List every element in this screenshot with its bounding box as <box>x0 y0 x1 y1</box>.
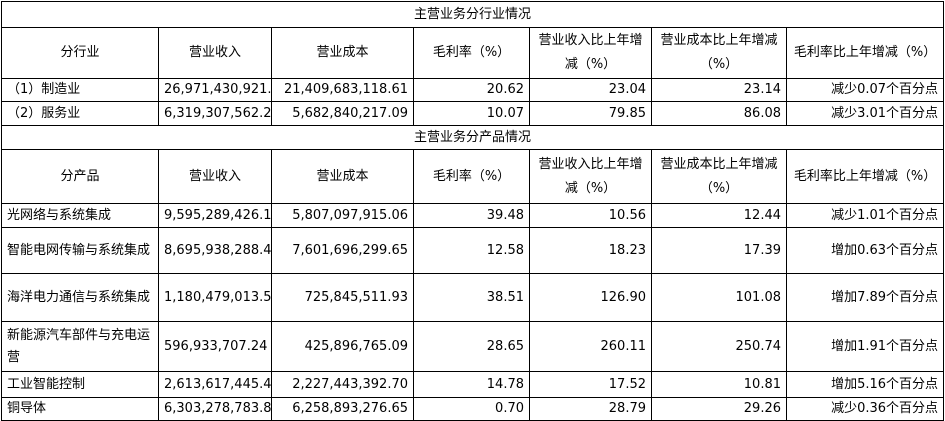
column-header: 分行业 <box>1 27 159 79</box>
cell: 17.39 <box>651 227 787 274</box>
cell: 2,613,617,445.49 <box>158 371 272 398</box>
cell: 减少0.36个百分点 <box>785 397 945 421</box>
table-row: 铜导体 6,303,278,783.83 6,258,893,276.65 0.70 2… <box>1 397 945 421</box>
cell: 0.70 <box>413 397 530 421</box>
cell: 29.26 <box>651 397 787 421</box>
cell: 425,896,765.09 <box>271 321 414 372</box>
cell: 增加5.16个百分点 <box>785 371 945 398</box>
cell: 260.11 <box>529 321 652 372</box>
cell: 28.65 <box>413 321 530 372</box>
cell: 101.08 <box>651 273 787 322</box>
cell: 79.85 <box>529 101 652 126</box>
cell: 12.58 <box>413 227 530 274</box>
table-row: （1）制造业26,971,430,921.4821,409,683,118.61… <box>1 78 945 102</box>
row-label: （2）服务业 <box>1 101 159 126</box>
cell: 20.62 <box>413 78 530 102</box>
column-header: 毛利率（%） <box>413 27 530 79</box>
row-label: 铜导体 <box>1 397 159 421</box>
cell: 725,845,511.93 <box>271 273 414 322</box>
cell: 8,695,938,288.47 <box>158 227 272 274</box>
column-header: 营业成本比上年增减（%） <box>651 149 787 204</box>
cell: 596,933,707.24 <box>158 321 272 372</box>
cell: 5,682,840,217.09 <box>271 101 414 126</box>
cell: 18.23 <box>529 227 652 274</box>
cell: 减少1.01个百分点 <box>785 203 945 228</box>
table-row: 智能电网传输与系统集成 8,695,938,288.47 7,601,696,299… <box>1 227 945 274</box>
cell: 增加0.63个百分点 <box>785 227 945 274</box>
table-row: 主营业务分行业情况 <box>0 1 945 28</box>
row-label: 工业智能控制 <box>1 371 159 398</box>
cell: 250.74 <box>651 321 787 372</box>
row-label: 新能源汽车部件与充电运营 <box>1 321 159 372</box>
table-row: 光网络与系统集成 9,595,289,426.15 5,807,097,915.06… <box>1 203 945 228</box>
cell: 6,258,893,276.65 <box>271 397 414 421</box>
cell: 38.51 <box>413 273 530 322</box>
column-header: 营业成本 <box>271 149 414 204</box>
cell: 126.90 <box>529 273 652 322</box>
table-row: 工业智能控制 2,613,617,445.49 2,227,443,392.70 14… <box>1 371 945 398</box>
column-header: 营业成本 <box>271 27 414 79</box>
cell: 6,303,278,783.83 <box>158 397 272 421</box>
cell: 17.52 <box>529 371 652 398</box>
column-header: 毛利率比上年增减（%） <box>785 27 945 79</box>
column-header: 营业收入 <box>158 27 272 79</box>
cell: 增加7.89个百分点 <box>785 273 945 322</box>
table-row: 海洋电力通信与系统集成 1,180,479,013.57 725,845,511.9… <box>1 273 945 322</box>
cell: 2,227,443,392.70 <box>271 371 414 398</box>
table-row: 分产品 营业收入 营业成本 毛利率（%） 营业收入比上年增减（%） 营业成本比上年增减（%… <box>1 149 945 204</box>
table-row: 新能源汽车部件与充电运营 596,933,707.24 425,896,765.09… <box>1 321 945 372</box>
cell: 5,807,097,915.06 <box>271 203 414 228</box>
cell: 减少0.07个百分点 <box>785 78 945 102</box>
column-header: 营业收入 <box>158 149 272 204</box>
cell: 21,409,683,118.61 <box>271 78 414 102</box>
column-header: 分产品 <box>1 149 159 204</box>
cell: 10.56 <box>529 203 652 228</box>
cell: 26,971,430,921.48 <box>158 78 272 102</box>
table-row: 主营业务分产品情况 <box>0 125 945 150</box>
column-header: 营业成本比上年增减（%） <box>651 27 787 79</box>
cell: 23.14 <box>651 78 787 102</box>
section-title: 主营业务分产品情况 <box>0 125 945 150</box>
cell: 23.04 <box>529 78 652 102</box>
cell: 12.44 <box>651 203 787 228</box>
row-label: 智能电网传输与系统集成 <box>1 227 159 274</box>
row-label: （1）制造业 <box>1 78 159 102</box>
column-header: 毛利率比上年增减（%） <box>785 149 945 204</box>
cell: 7,601,696,299.65 <box>271 227 414 274</box>
cell: 1,180,479,013.57 <box>158 273 272 322</box>
cell: 14.78 <box>413 371 530 398</box>
cell: 86.08 <box>651 101 787 126</box>
row-label: 光网络与系统集成 <box>1 203 159 228</box>
cell: 减少3.01个百分点 <box>785 101 945 126</box>
cell: 增加1.91个百分点 <box>785 321 945 372</box>
cell: 6,319,307,562.23 <box>158 101 272 126</box>
section-title: 主营业务分行业情况 <box>0 1 945 28</box>
column-header: 营业收入比上年增减（%） <box>529 149 652 204</box>
column-header: 毛利率（%） <box>413 149 530 204</box>
column-header: 营业收入比上年增减（%） <box>529 27 652 79</box>
cell: 39.48 <box>413 203 530 228</box>
cell: 10.07 <box>413 101 530 126</box>
row-label: 海洋电力通信与系统集成 <box>1 273 159 322</box>
cell: 9,595,289,426.15 <box>158 203 272 228</box>
table-row: 分行业 营业收入 营业成本 毛利率（%） 营业收入比上年增减（%） 营业成本比上年增减（%… <box>1 27 945 79</box>
table-row: （2）服务业 6,319,307,562.23 5,682,840,217.09 10… <box>1 101 945 126</box>
cell: 10.81 <box>651 371 787 398</box>
cell: 28.79 <box>529 397 652 421</box>
